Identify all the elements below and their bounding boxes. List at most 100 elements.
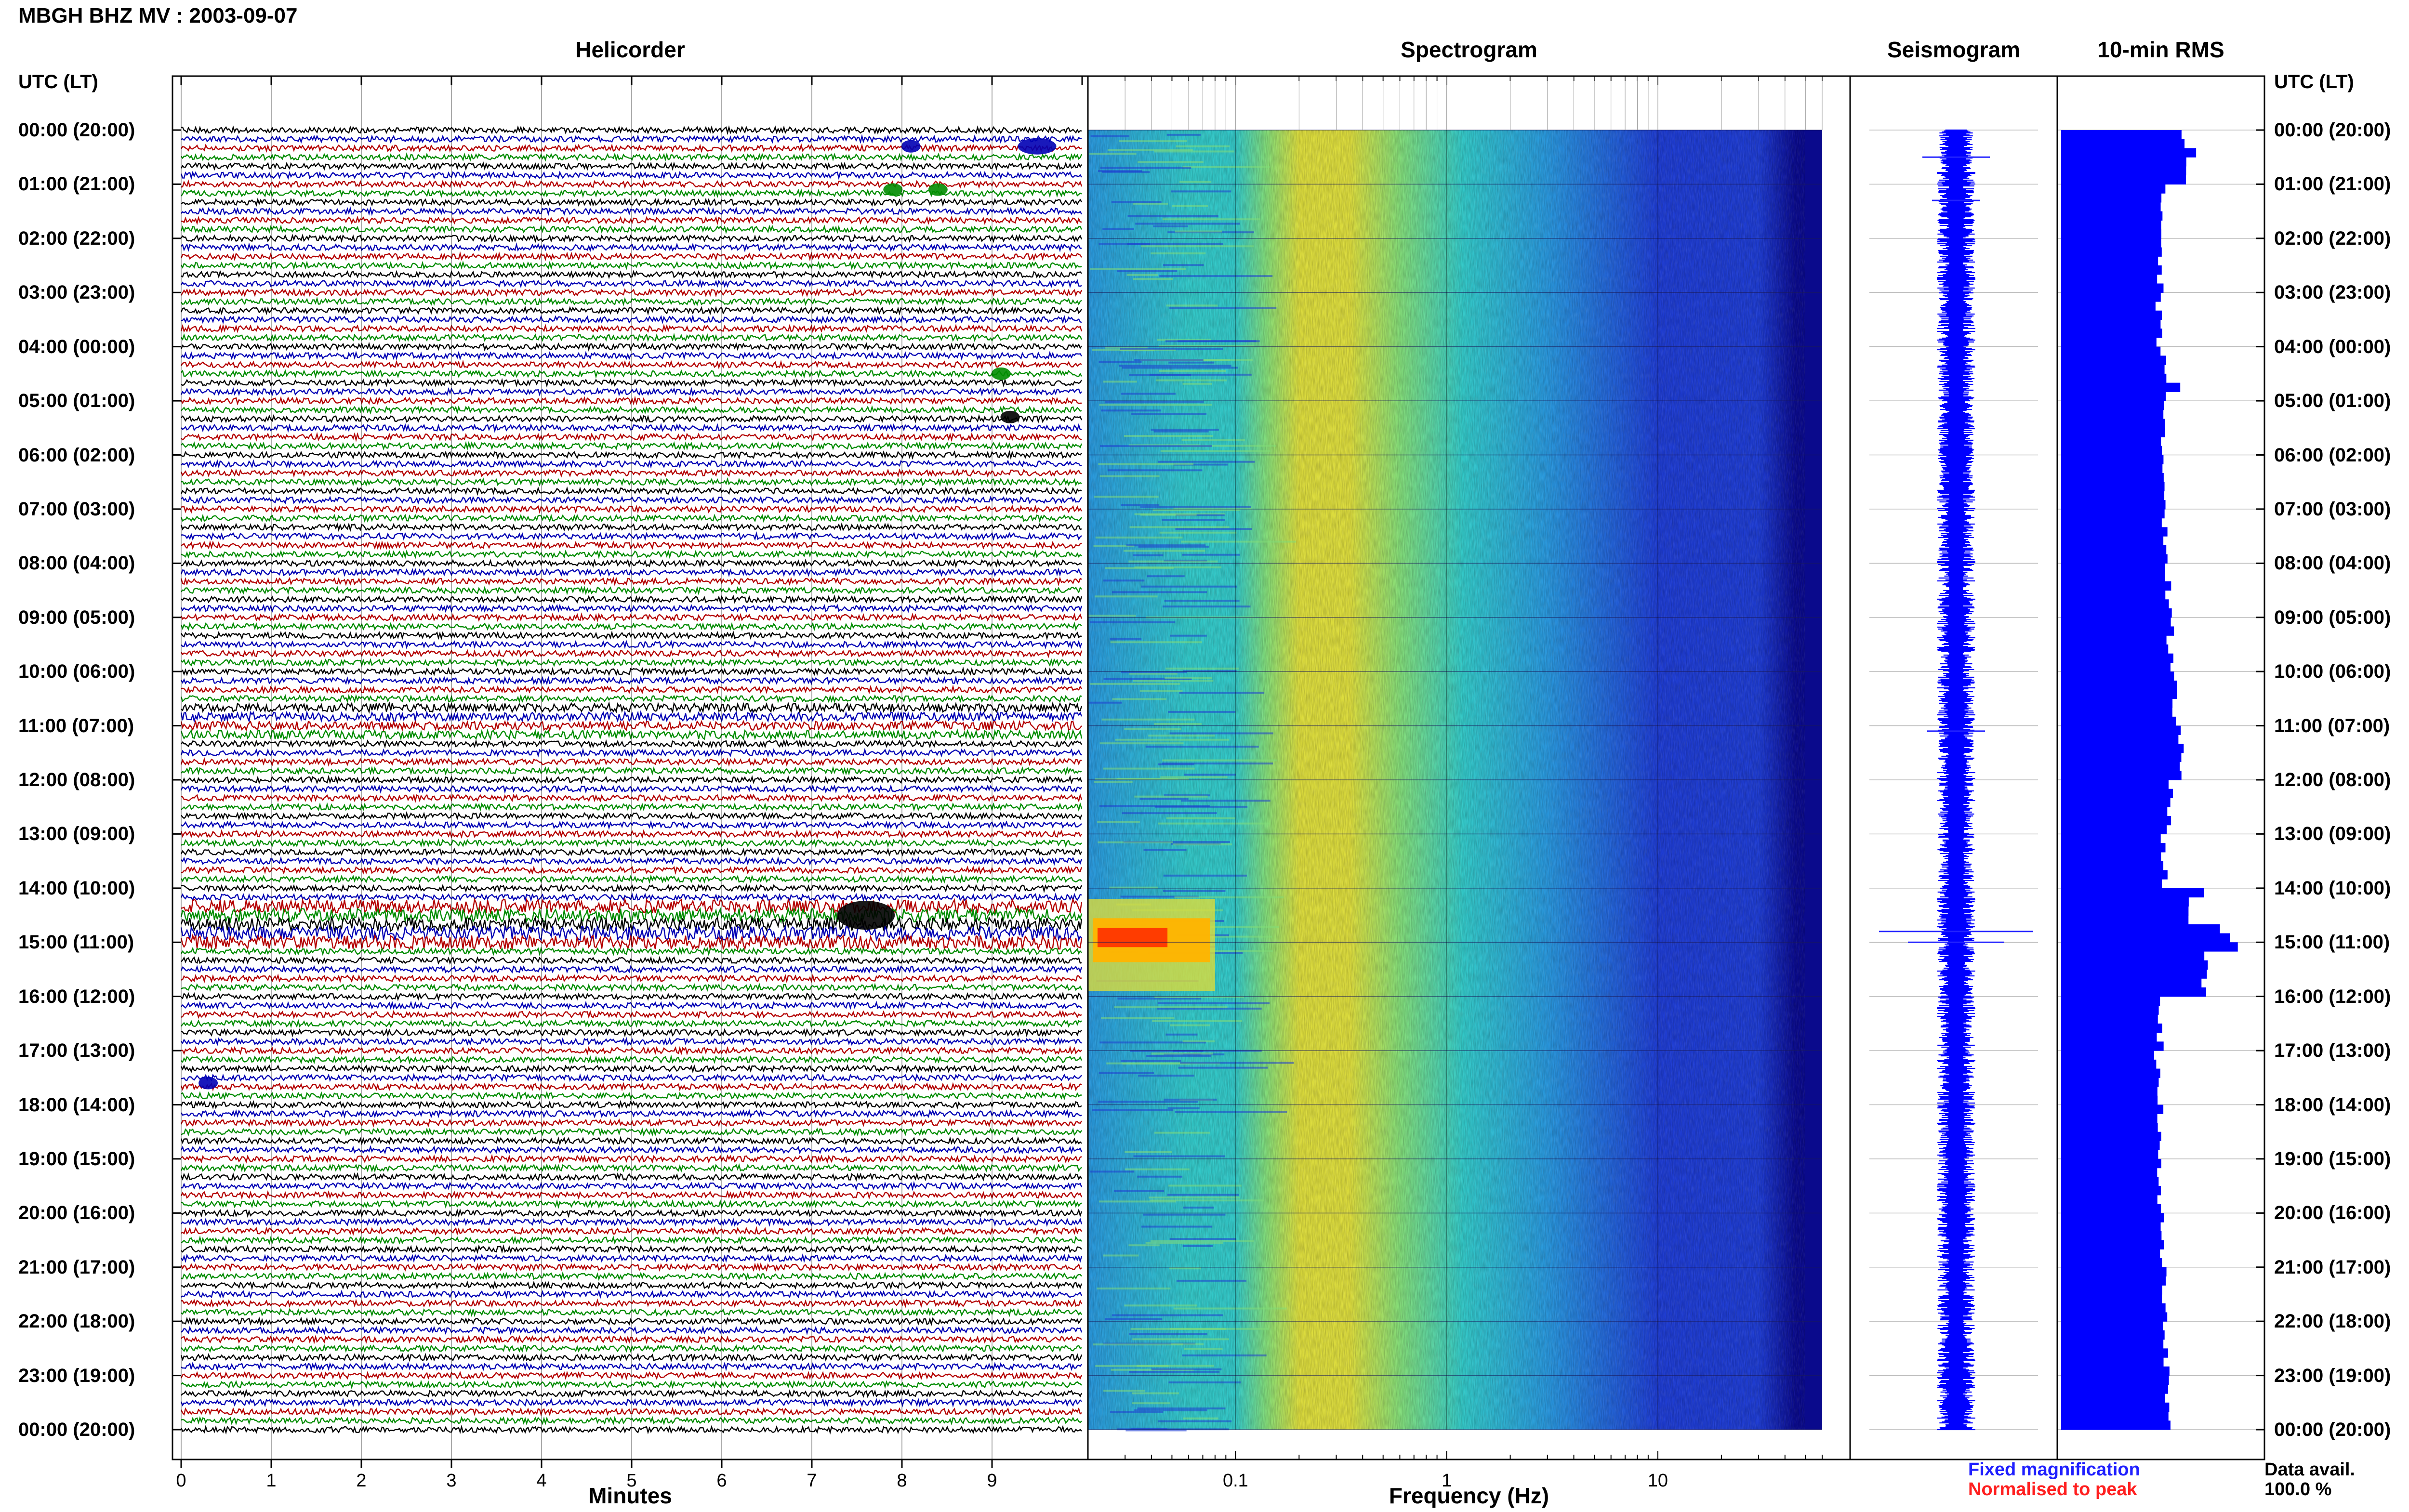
spectrogram-streak (1132, 1338, 1230, 1341)
helicorder-event (1018, 138, 1057, 155)
spectrogram-x-tick-label: 0.1 (1223, 1471, 1248, 1491)
spectrogram-streak (1179, 181, 1212, 183)
rms-bar (2061, 834, 2161, 843)
rms-bar (2061, 644, 2169, 654)
time-label-left: 18:00 (14:00) (18, 1094, 135, 1116)
rms-bar (2061, 148, 2197, 158)
spectrogram-streak (1157, 1002, 1270, 1004)
spectrogram-streak (1151, 1368, 1222, 1370)
spectrogram-streak (1133, 680, 1214, 682)
rms-bar (2061, 861, 2164, 870)
rms-bar (2061, 1240, 2164, 1249)
spectrogram-streak (1120, 348, 1223, 350)
rms-bar (2061, 1394, 2165, 1403)
spectrogram-streak (1159, 344, 1255, 347)
spectrogram-streak (1151, 252, 1206, 255)
helicorder-x-axis-title: Minutes (588, 1483, 672, 1508)
spectrogram-streak (1182, 382, 1212, 385)
spectrogram-streak (1152, 1020, 1243, 1022)
spectrogram-streak (1088, 701, 1122, 704)
spectrogram-streak (1166, 817, 1235, 819)
spectrogram-streak (1182, 1040, 1215, 1042)
spectrogram-streak (1099, 1200, 1176, 1203)
rms-bar (2061, 635, 2167, 645)
time-label-left: 21:00 (17:00) (18, 1256, 135, 1278)
spectrogram-streak (1168, 1184, 1242, 1187)
spectrogram-streak (1098, 841, 1173, 843)
legend-fixed-magnification: Fixed magnification (1968, 1459, 2140, 1480)
time-label-right: 02:00 (22:00) (2274, 227, 2391, 249)
spectrogram-streak (1089, 153, 1137, 155)
spectrogram-streak (1122, 1062, 1191, 1065)
spectrogram-streak (1165, 340, 1260, 342)
rms-bar (2061, 319, 2161, 329)
spectrogram-streak (1131, 413, 1207, 415)
rms-bar (2061, 1267, 2167, 1277)
rms-bar (2061, 482, 2165, 492)
spectrogram-streak (1168, 710, 1236, 713)
time-axis-header-right: UTC (LT) (2274, 71, 2354, 92)
rms-bar (2061, 1303, 2166, 1313)
spectrogram-streak (1094, 496, 1159, 498)
time-label-right: 14:00 (10:00) (2274, 877, 2391, 899)
rms-bar (2061, 599, 2169, 609)
spectrogram-streak (1176, 1279, 1246, 1282)
spectrogram-streak (1117, 998, 1202, 1000)
rms-bar (2061, 987, 2206, 997)
time-label-right: 10:00 (06:00) (2274, 661, 2391, 683)
panel-frame (2056, 75, 2265, 1460)
spectrogram-streak (1103, 1390, 1145, 1392)
spectrogram-streak (1110, 641, 1202, 644)
time-label-left: 10:00 (06:00) (18, 661, 135, 683)
rms-bar (2061, 1023, 2162, 1033)
rms-bar (2061, 1195, 2158, 1205)
helicorder-title: Helicorder (575, 37, 685, 62)
spectrogram-streak (1154, 996, 1244, 998)
spectrogram-streak (1111, 201, 1162, 203)
spectrogram-streak (1165, 1033, 1198, 1036)
spectrogram-streak (1150, 1240, 1254, 1242)
rms-bar (2061, 1348, 2168, 1358)
spectrogram-streak (1164, 600, 1240, 602)
spectrogram-streak (1103, 678, 1192, 680)
time-label-left: 02:00 (22:00) (18, 227, 135, 249)
spectrogram-streak (1133, 554, 1164, 556)
rms-bar (2061, 771, 2182, 780)
spectrogram-streak (1154, 150, 1235, 153)
spectrogram-streak (1099, 243, 1151, 245)
spectrogram-streak (1143, 849, 1187, 851)
spectrogram-streak (1112, 698, 1167, 700)
rms-bar (2061, 1339, 2164, 1349)
rms-bar (2061, 1078, 2159, 1087)
time-label-left: 20:00 (16:00) (18, 1202, 135, 1224)
spectrogram-streak (1173, 935, 1272, 938)
helicorder-event (199, 1077, 218, 1090)
spectrogram-streak (1107, 149, 1193, 151)
time-label-right: 04:00 (00:00) (2274, 336, 2391, 357)
spectrogram-streak (1175, 1111, 1287, 1113)
rms-bar (2061, 238, 2161, 248)
spectrogram-streak (1173, 507, 1252, 510)
spectrogram-streak (1168, 361, 1215, 364)
helicorder-x-tick-label: 3 (446, 1471, 456, 1491)
rms-bar (2061, 1222, 2161, 1232)
helicorder-event (883, 183, 903, 196)
spectrogram-streak (1119, 140, 1188, 143)
helicorder-x-tick-label: 1 (266, 1471, 276, 1491)
spectrogram-streak (1098, 1101, 1198, 1103)
rms-bar (2061, 509, 2165, 519)
spectrogram-streak (1163, 264, 1204, 266)
time-label-right: 07:00 (03:00) (2274, 498, 2391, 520)
rms-bar (2061, 1213, 2164, 1223)
rms-bar (2061, 653, 2173, 663)
rms-bar (2061, 437, 2161, 447)
spectrogram-streak (1099, 361, 1142, 363)
spectrogram-streak (1166, 304, 1218, 307)
rms-bar (2061, 1168, 2158, 1177)
time-label-left: 14:00 (10:00) (18, 877, 135, 899)
time-label-right: 13:00 (09:00) (2274, 823, 2391, 845)
spectrogram-streak (1170, 1024, 1210, 1026)
rms-bar (2061, 491, 2165, 500)
spectrogram-streak (1169, 1238, 1236, 1240)
spectrogram-streak (1107, 469, 1203, 472)
